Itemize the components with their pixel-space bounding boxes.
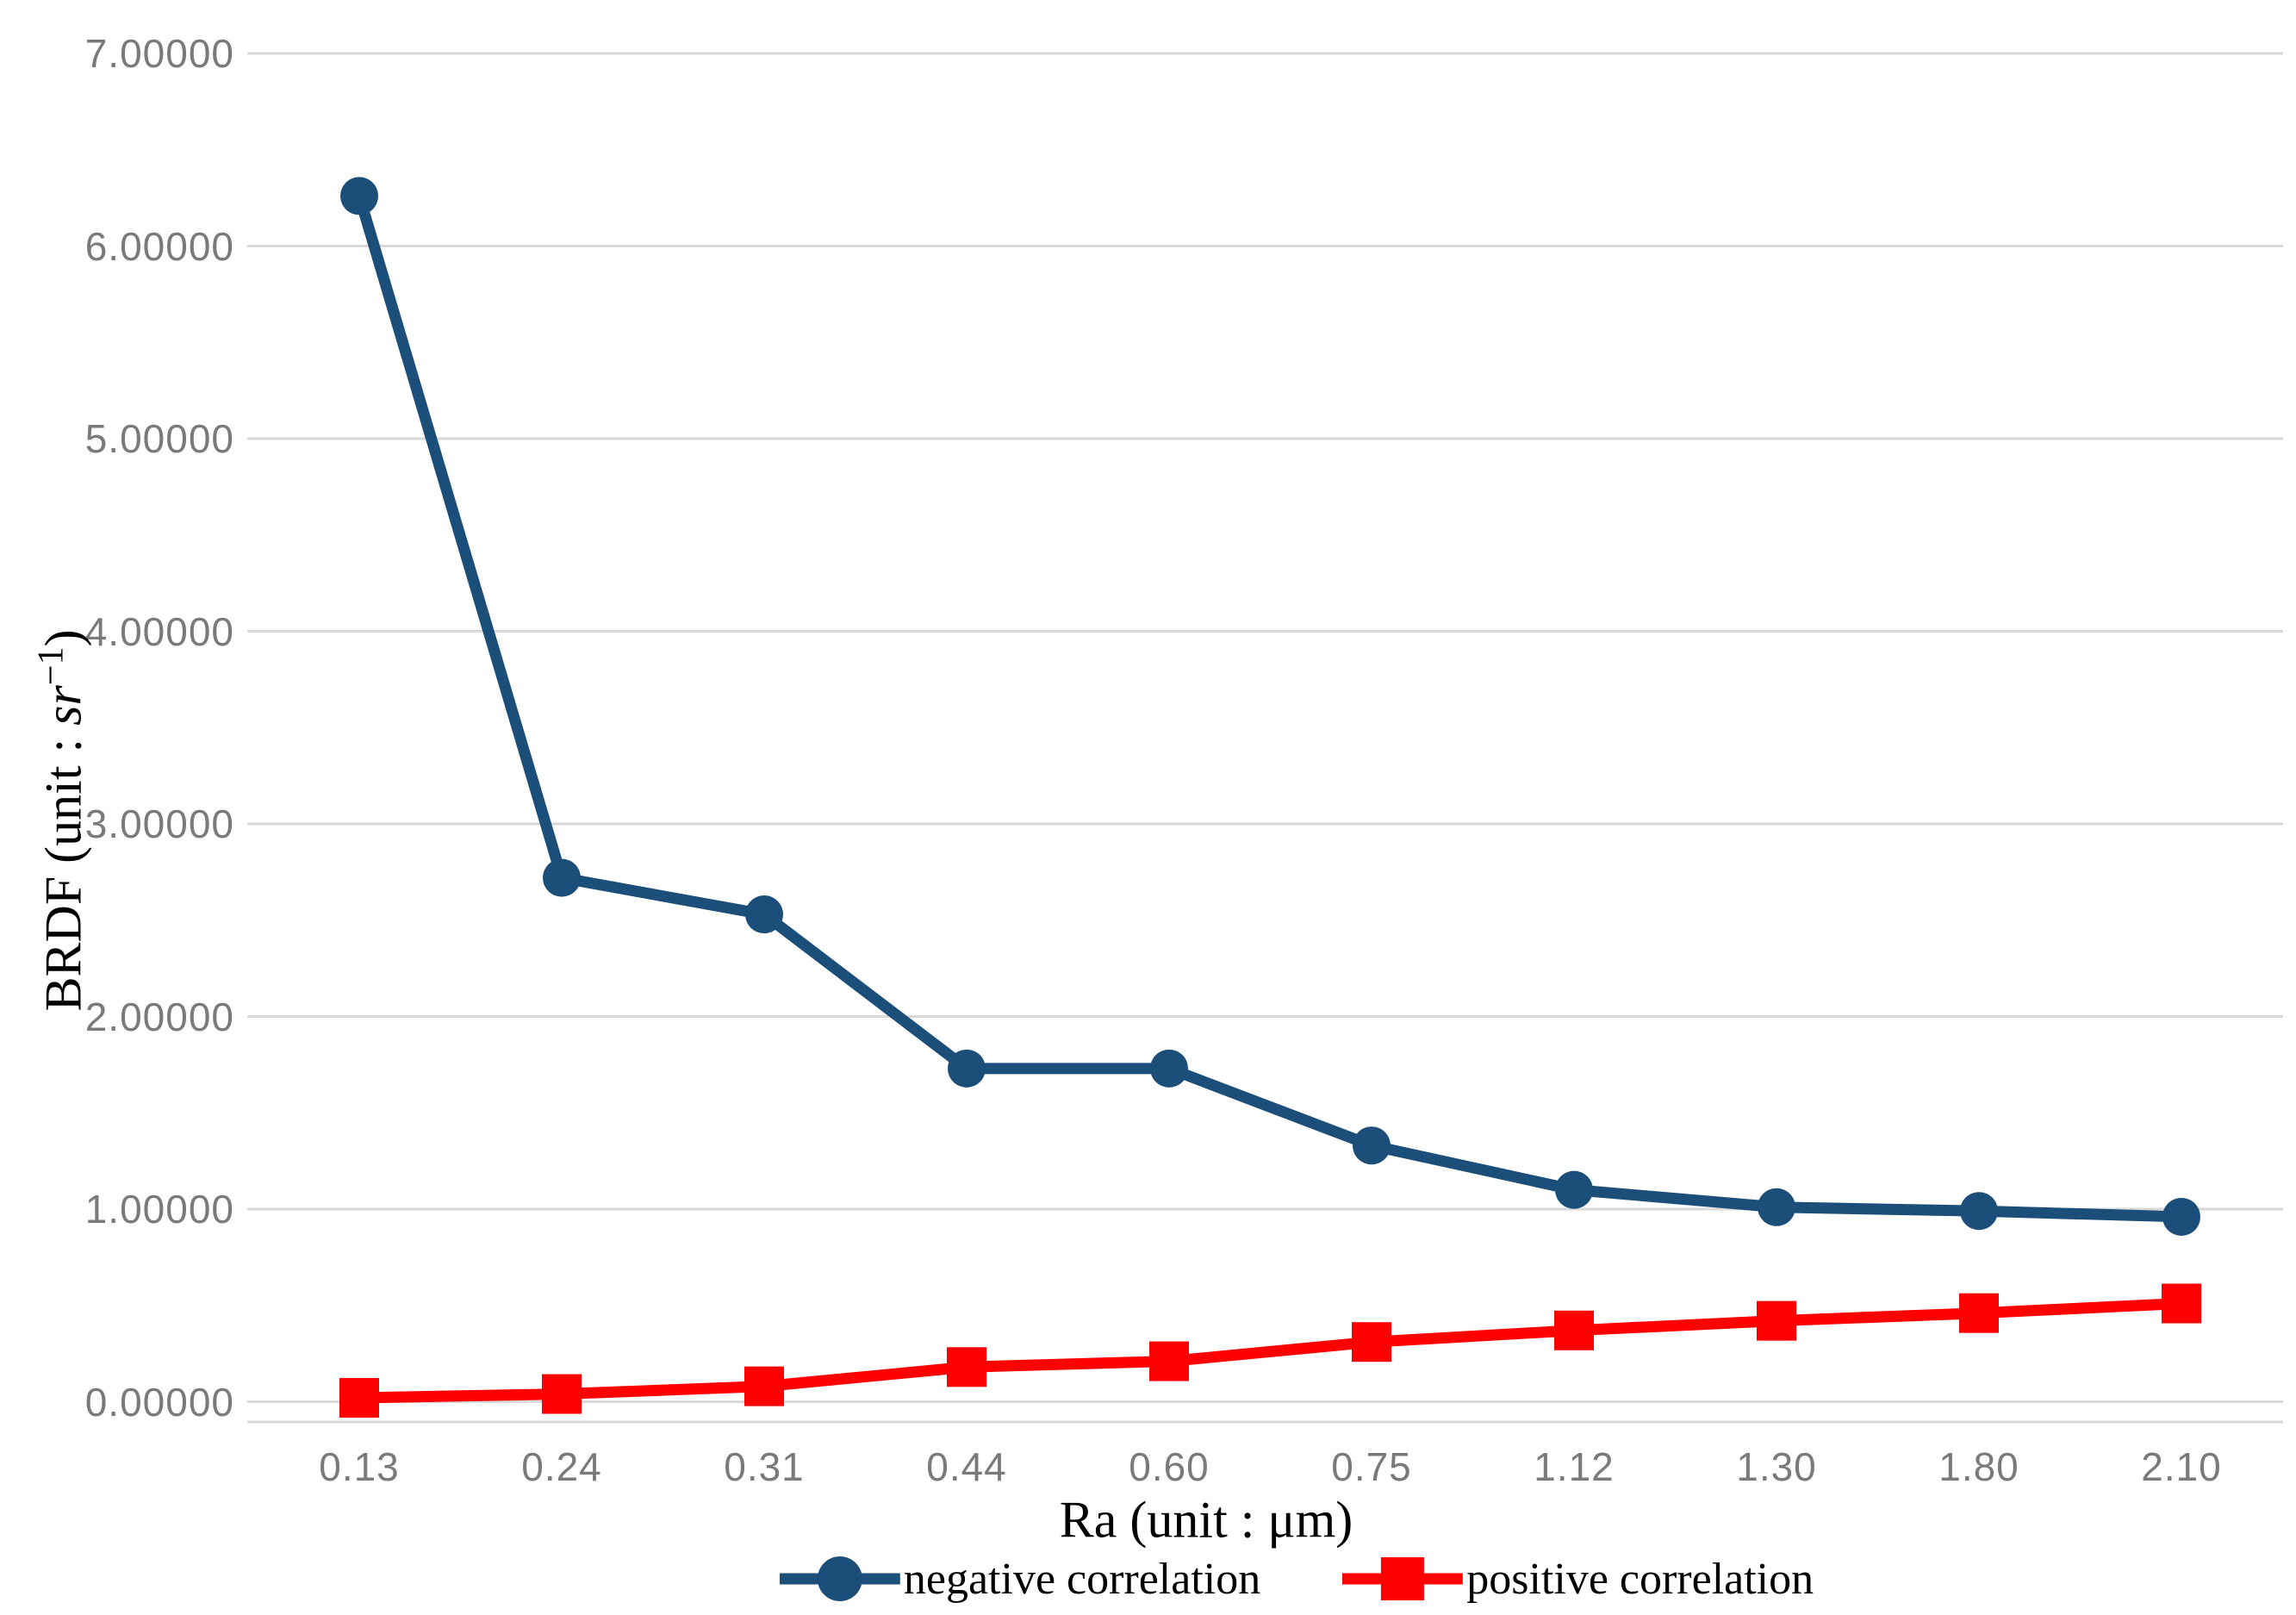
x-tick-label: 2.10: [2141, 1444, 2222, 1489]
legend-item: negative correlation: [779, 1551, 1261, 1606]
y-tick-label: 7.00000: [84, 31, 234, 76]
y-axis-title-exponent: −1: [31, 646, 72, 686]
data-point-marker: [1959, 1293, 1999, 1333]
data-point-marker: [1149, 1341, 1189, 1381]
y-tick-label: 3.00000: [84, 801, 234, 846]
y-tick-label: 0.00000: [84, 1379, 234, 1425]
data-point-marker: [2162, 1197, 2200, 1236]
data-point-marker: [1554, 1310, 1594, 1350]
y-tick-label: 2.00000: [84, 994, 234, 1039]
x-tick-label: 0.75: [1331, 1444, 1412, 1489]
data-point-marker: [947, 1347, 986, 1387]
y-axis-title-unit: sr: [34, 685, 92, 726]
data-point-marker: [339, 1378, 379, 1419]
series-line-square: [358, 1298, 2182, 1404]
data-point-marker: [543, 858, 581, 897]
data-point-marker: [1352, 1322, 1391, 1362]
y-axis-title: BRDF (unit : sr−1): [31, 629, 94, 1011]
y-tick-label: 6.00000: [84, 223, 234, 269]
data-point-marker: [1757, 1300, 1796, 1341]
x-tick-label: 1.12: [1534, 1444, 1615, 1489]
data-point-marker: [1353, 1126, 1391, 1165]
series-line-circle: [353, 194, 2182, 1223]
x-tick-label: 1.80: [1938, 1444, 2019, 1489]
legend-label: negative correlation: [903, 1554, 1261, 1604]
x-tick-label: 0.44: [926, 1444, 1007, 1489]
x-tick-label: 0.60: [1129, 1444, 1210, 1489]
y-tick-label: 4.00000: [84, 608, 234, 654]
y-tick-label: 5.00000: [84, 416, 234, 461]
legend-item: positive correlation: [1342, 1551, 1814, 1606]
data-point-marker: [1960, 1192, 1998, 1231]
data-point-marker: [744, 1366, 784, 1406]
data-point-marker: [948, 1049, 986, 1088]
data-point-marker: [745, 895, 783, 934]
data-point-marker: [1555, 1170, 1593, 1209]
data-point-marker: [1758, 1188, 1795, 1226]
x-tick-label: 1.30: [1736, 1444, 1817, 1489]
data-point-marker: [542, 1374, 582, 1414]
x-axis-title: Ra (unit : μm): [1059, 1491, 1353, 1549]
y-axis-title-prefix: BRDF (unit :: [34, 725, 92, 1012]
legend-marker-square: [1342, 1557, 1464, 1600]
legend-label: positive correlation: [1466, 1554, 1814, 1604]
x-tick-label: 0.13: [319, 1444, 400, 1489]
data-point-marker: [340, 177, 378, 215]
y-axis-title-suffix: ): [34, 629, 92, 647]
y-tick-label: 1.00000: [84, 1187, 234, 1232]
legend-marker-circle: [779, 1556, 900, 1601]
data-point-marker: [1150, 1049, 1188, 1088]
x-tick-label: 0.31: [724, 1444, 805, 1489]
x-tick-label: 0.24: [521, 1444, 602, 1489]
chart-legend: negative correlation positive correlation: [779, 1551, 1814, 1606]
data-point-marker: [2162, 1283, 2201, 1324]
